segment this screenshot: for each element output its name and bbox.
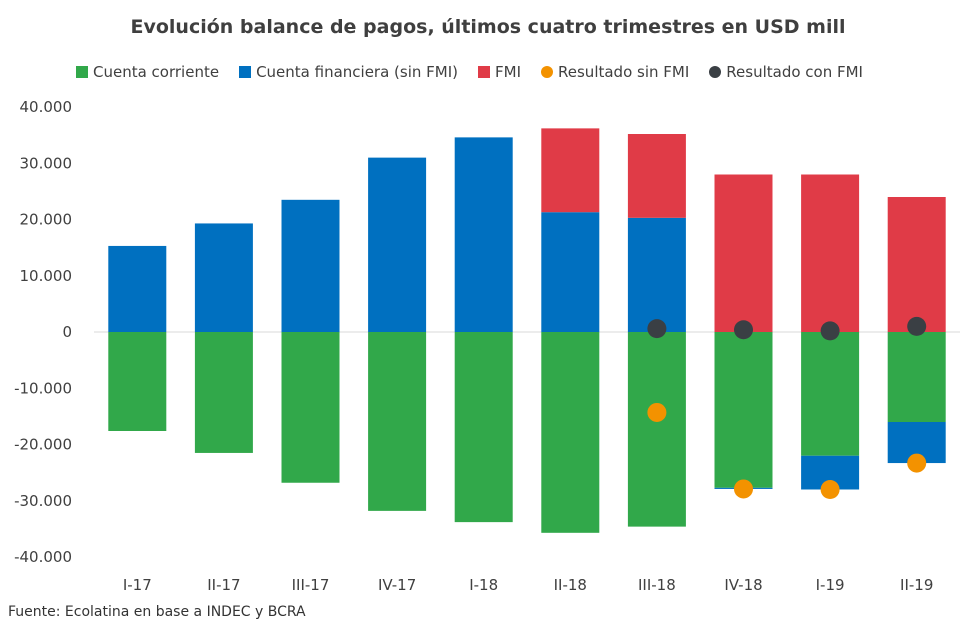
bar-cuenta-financiera-sin-fmi <box>108 245 167 332</box>
bar-fmi <box>714 174 773 332</box>
bar-cuenta-financiera-sin-fmi <box>281 199 340 332</box>
legend: Cuenta corriente Cuenta financiera (sin … <box>76 62 883 82</box>
x-tick-label: II-18 <box>554 576 587 594</box>
bar-fmi <box>627 134 686 218</box>
x-tick-label: IV-18 <box>724 576 762 594</box>
bar-cuenta-corriente <box>541 332 600 533</box>
x-tick-label: I-18 <box>469 576 498 594</box>
point-resultado-con-fmi <box>820 321 840 341</box>
y-tick-label: -40.000 <box>14 548 72 566</box>
bar-fmi <box>887 197 946 332</box>
point-resultado-sin-fmi <box>907 453 927 473</box>
point-resultado-con-fmi <box>734 320 753 340</box>
x-tick-label: III-17 <box>292 576 330 594</box>
point-resultado-con-fmi <box>647 319 667 339</box>
legend-label-cuenta-financiera: Cuenta financiera (sin FMI) <box>256 63 459 81</box>
bar-cuenta-corriente <box>108 332 167 431</box>
y-tick-label: -10.000 <box>14 379 72 397</box>
y-tick-label: 40.000 <box>20 98 73 116</box>
x-tick-label: III-18 <box>638 576 676 594</box>
y-tick-label: -30.000 <box>14 492 72 510</box>
bar-cuenta-corriente <box>281 332 340 483</box>
y-tick-label: -20.000 <box>14 436 72 454</box>
bar-cuenta-financiera-sin-fmi <box>627 217 686 332</box>
y-tick-label: 0 <box>62 323 72 341</box>
bar-fmi <box>541 128 600 213</box>
legend-item-cuenta-financiera: Cuenta financiera (sin FMI) <box>239 63 458 81</box>
legend-item-fmi: FMI <box>478 63 521 81</box>
bar-cuenta-corriente <box>194 332 253 453</box>
y-tick-label: 20.000 <box>20 211 73 229</box>
point-resultado-sin-fmi <box>647 402 667 422</box>
bar-cuenta-corriente <box>887 332 946 422</box>
chart-title: Evolución balance de pagos, últimos cuat… <box>130 16 846 38</box>
legend-swatch-cuenta-corriente <box>76 66 88 78</box>
legend-item-resultado-con-fmi: Resultado con FMI <box>709 63 863 81</box>
legend-swatch-cuenta-financiera <box>239 66 252 78</box>
legend-label-resultado-con-fmi: Resultado con FMI <box>726 63 863 81</box>
bar-cuenta-corriente <box>801 332 860 456</box>
legend-swatch-fmi <box>478 66 491 78</box>
source-note: Fuente: Ecolatina en base a INDEC y BCRA <box>8 604 306 620</box>
legend-item-resultado-sin-fmi: Resultado sin FMI <box>541 63 689 81</box>
legend-label-cuenta-corriente: Cuenta corriente <box>93 63 220 81</box>
bar-cuenta-corriente <box>368 332 427 511</box>
x-tick-label: II-19 <box>900 576 933 594</box>
bar-cuenta-financiera-sin-fmi <box>194 223 253 332</box>
legend-item-cuenta-corriente: Cuenta corriente <box>76 63 219 81</box>
bar-cuenta-financiera-sin-fmi <box>541 212 600 332</box>
x-tick-label: II-17 <box>207 576 240 594</box>
y-tick-label: 10.000 <box>20 267 73 285</box>
bar-fmi <box>801 174 860 332</box>
point-resultado-sin-fmi <box>734 479 753 499</box>
bar-cuenta-corriente <box>454 332 513 523</box>
point-resultado-sin-fmi <box>820 480 840 499</box>
bar-cuenta-financiera-sin-fmi <box>454 137 513 332</box>
x-tick-label: I-17 <box>123 576 152 594</box>
bar-cuenta-financiera-sin-fmi <box>368 157 427 332</box>
bar-cuenta-corriente <box>714 332 773 488</box>
legend-dot-resultado-con-fmi <box>709 66 722 78</box>
legend-label-resultado-sin-fmi: Resultado sin FMI <box>558 63 690 81</box>
legend-dot-resultado-sin-fmi <box>541 66 554 78</box>
y-tick-label: 30.000 <box>20 154 73 172</box>
bar-cuenta-corriente <box>627 332 686 527</box>
legend-label-fmi: FMI <box>495 63 522 81</box>
x-tick-label: IV-17 <box>378 576 416 594</box>
x-tick-label: I-19 <box>816 576 845 594</box>
point-resultado-con-fmi <box>907 316 927 336</box>
